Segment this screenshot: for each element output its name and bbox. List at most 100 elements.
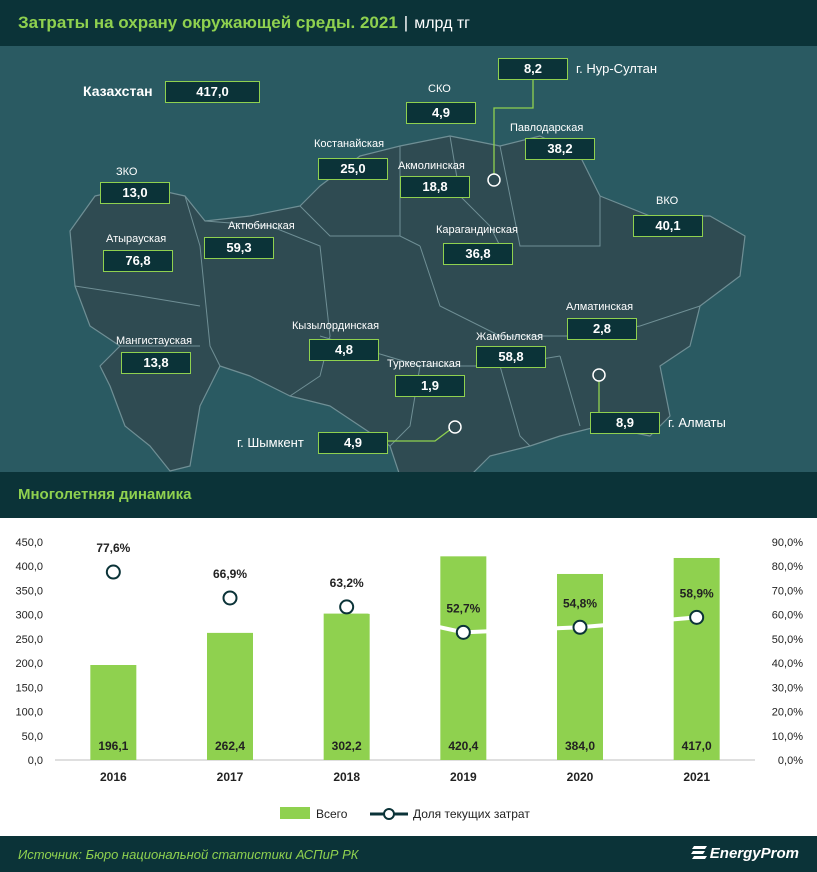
x-tick-label: 2016 (100, 770, 127, 784)
x-tick-label: 2021 (683, 770, 710, 784)
line-point (455, 624, 471, 640)
bar (440, 556, 487, 760)
source-text: Источник: Бюро национальной статистики А… (18, 847, 359, 862)
region-label-zko: ЗКО (116, 166, 138, 178)
legend-line-label: Доля текущих затрат (413, 807, 530, 821)
left-tick-label: 100,0 (15, 707, 43, 719)
region-value-zko: 13,0 (100, 182, 170, 204)
bar (557, 573, 603, 760)
chart-area: 196,1 262,4 302,2 420,4 384,0 417,0 77,6% 66,9%… (0, 518, 817, 836)
line-point (689, 609, 705, 625)
line-point (572, 619, 588, 635)
region-label-mangystau: Мангистауская (116, 335, 193, 347)
left-tick-label: 200,0 (15, 658, 43, 670)
bar (673, 557, 720, 760)
page-title: Затраты на охрану окружающей среды. 2021… (18, 13, 470, 33)
x-tick-label: 2017 (217, 770, 244, 784)
left-tick-label: 0,0 (28, 755, 43, 767)
bar-value-label: 262,4 (215, 739, 245, 753)
bar-value-label: 196,1 (98, 739, 128, 753)
line-point (105, 564, 121, 580)
region-label-akmola: Акмолинская (398, 160, 465, 172)
right-tick-label: 40,0% (772, 658, 803, 670)
left-tick-label: 300,0 (15, 610, 43, 622)
title-main: Затраты на охрану окружающей среды. 2021 (18, 13, 398, 32)
region-label-zhambyl: Жамбылская (476, 331, 544, 343)
title-separator: | (403, 13, 409, 32)
right-tick-label: 60,0% (772, 610, 803, 622)
nur-sultan-marker (487, 173, 501, 187)
dynamics-chart: 196,1 262,4 302,2 420,4 384,0 417,0 77,6% 66,9%… (15, 537, 803, 821)
legend-bar-swatch (280, 807, 310, 819)
line-value-label: 77,6% (96, 541, 130, 555)
region-label-sko: СКО (428, 83, 451, 95)
left-tick-label: 250,0 (15, 634, 43, 646)
region-label-atyrau: Атырауская (106, 233, 167, 245)
shymkent-marker (448, 420, 462, 434)
left-tick-label: 350,0 (15, 585, 43, 597)
city-label-shymkent: г. Шымкент (237, 435, 304, 450)
title-unit: млрд тг (414, 15, 471, 32)
bar (323, 613, 370, 760)
legend-bar-label: Всего (316, 807, 348, 821)
region-value-sko: 4,9 (406, 102, 476, 124)
line-value-label: 66,9% (213, 567, 247, 581)
region-label-aktobe: Актюбинская (228, 220, 295, 232)
left-tick-label: 400,0 (15, 561, 43, 573)
left-tick-label: 450,0 (15, 537, 43, 549)
bar (207, 632, 253, 760)
region-value-vko: 40,1 (633, 215, 703, 237)
line-point (339, 599, 355, 615)
map-area: Казахстан 417,0 ЗКО 13,0 Атырауская 76,8… (0, 46, 817, 472)
region-value-mangystau: 13,8 (121, 352, 191, 374)
region-label-kyzylorda: Кызылординская (292, 320, 380, 332)
leader-shymkent (388, 425, 456, 442)
left-tick-label: 50,0 (22, 731, 43, 743)
region-label-karaganda: Карагандинская (436, 224, 518, 236)
region-value-almaty-region: 2,8 (567, 318, 637, 340)
x-tick-label: 2019 (450, 770, 477, 784)
footer: Источник: Бюро национальной статистики А… (0, 836, 817, 872)
region-label-almaty-region: Алматинская (566, 301, 634, 313)
brand-name: EnergyProm (709, 845, 799, 862)
city-label-nur-sultan: г. Нур-Султан (576, 61, 658, 76)
right-tick-label: 0,0% (778, 755, 803, 767)
right-tick-label: 10,0% (772, 731, 803, 743)
region-value-akmola: 18,8 (400, 176, 470, 198)
x-tick-label: 2018 (333, 770, 360, 784)
country-value: 417,0 (165, 81, 260, 103)
leader-nur-sultan (493, 80, 534, 174)
city-value-shymkent: 4,9 (318, 432, 388, 454)
region-borders (74, 135, 701, 447)
region-value-aktobe: 59,3 (204, 237, 274, 259)
x-tick-label: 2020 (567, 770, 594, 784)
line-value-label: 58,9% (680, 586, 714, 600)
title-bar: Затраты на охрану окружающей среды. 2021… (0, 0, 817, 46)
region-label-vko: ВКО (656, 195, 679, 207)
bar (90, 665, 137, 760)
line-value-label: 52,7% (446, 601, 480, 615)
region-value-kostanay: 25,0 (318, 158, 388, 180)
almaty-marker (592, 368, 606, 382)
region-value-zhambyl: 58,8 (476, 346, 546, 368)
brand-logo: EnergyProm (690, 845, 799, 862)
right-tick-label: 80,0% (772, 561, 803, 573)
region-value-atyrau: 76,8 (103, 250, 173, 272)
city-value-almaty: 8,9 (590, 412, 660, 434)
region-label-pavlodar: Павлодарская (510, 122, 584, 134)
bar-value-label: 420,4 (448, 739, 478, 753)
dynamics-header: Многолетняя динамика (0, 472, 817, 518)
right-tick-label: 90,0% (772, 537, 803, 549)
line-value-label: 54,8% (563, 596, 597, 610)
city-value-nur-sultan: 8,2 (498, 58, 568, 80)
right-tick-label: 20,0% (772, 707, 803, 719)
region-label-turkestan: Туркестанская (387, 358, 461, 370)
region-value-karaganda: 36,8 (443, 243, 513, 265)
region-value-kyzylorda: 4,8 (309, 339, 379, 361)
dynamics-title: Многолетняя динамика (18, 486, 192, 503)
bar-value-label: 302,2 (332, 739, 362, 753)
energyprom-icon (690, 846, 707, 859)
right-tick-label: 70,0% (772, 585, 803, 597)
city-leaders (388, 80, 606, 442)
line-value-label: 63,2% (330, 576, 364, 590)
